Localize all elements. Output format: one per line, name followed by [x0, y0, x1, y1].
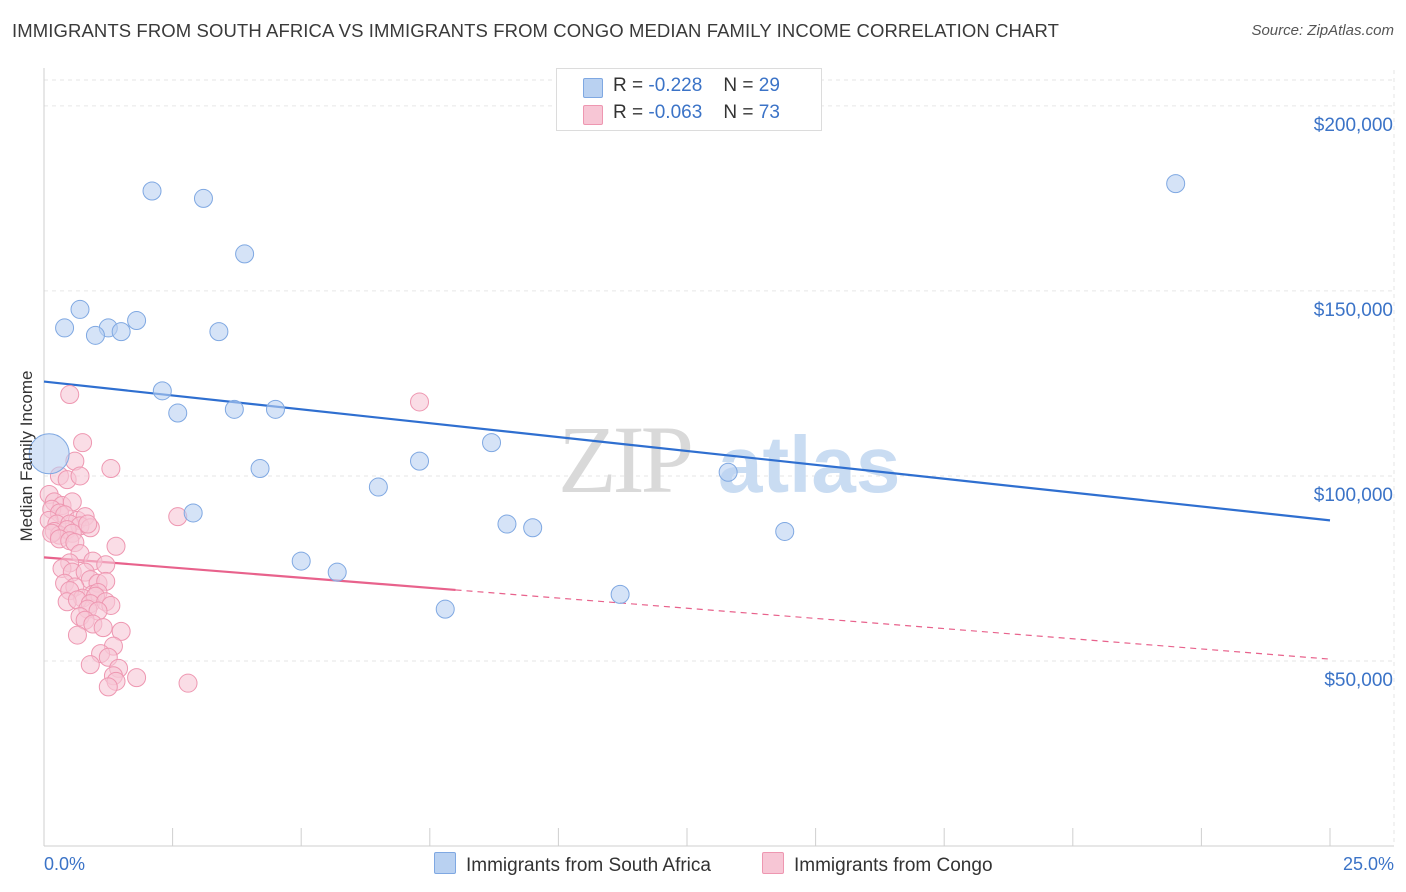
legend-item-south-africa[interactable]: Immigrants from South Africa	[434, 852, 711, 877]
data-point-blue	[85, 325, 105, 345]
data-point-pink	[98, 677, 118, 697]
trend-line-extension-pink	[455, 589, 1331, 660]
legend-label: Immigrants from South Africa	[466, 855, 711, 876]
y-tick-label: $100,000	[1314, 485, 1393, 506]
watermark-zip: ZIP	[558, 406, 691, 513]
data-point-blue	[410, 451, 430, 471]
r-value: -0.228	[648, 75, 703, 96]
data-point-blue	[70, 299, 90, 319]
trend-line-blue	[43, 380, 1331, 522]
r-value: -0.063	[648, 102, 703, 123]
data-point-blue	[265, 399, 285, 419]
data-point-pink	[80, 655, 100, 675]
data-point-blue	[775, 521, 795, 541]
chart-title: IMMIGRANTS FROM SOUTH AFRICA VS IMMIGRAN…	[12, 20, 1059, 41]
data-point-pink	[73, 433, 93, 453]
stats-swatch-pink	[583, 105, 603, 125]
data-point-blue	[368, 477, 388, 497]
data-point-blue	[523, 518, 543, 538]
data-points	[28, 174, 1186, 697]
data-point-blue	[127, 311, 147, 331]
data-point-pink	[60, 385, 80, 405]
legend-swatch-pink	[762, 852, 784, 874]
data-point-pink	[78, 514, 98, 534]
data-point-blue	[291, 551, 311, 571]
data-point-blue	[168, 403, 188, 423]
x-tick-label-max: 25.0%	[1343, 854, 1394, 874]
data-point-pink	[70, 466, 90, 486]
data-point-pink	[127, 668, 147, 688]
data-point-pink	[410, 392, 430, 412]
watermark: ZIP atlas	[558, 406, 900, 513]
data-point-blue	[28, 433, 70, 475]
data-point-pink	[101, 459, 121, 479]
data-point-blue	[235, 244, 255, 264]
data-point-pink	[106, 536, 126, 556]
data-point-blue	[435, 599, 455, 619]
data-point-blue	[193, 188, 213, 208]
data-point-blue	[718, 462, 738, 482]
data-point-blue	[482, 433, 502, 453]
legend-label: Immigrants from Congo	[794, 855, 993, 876]
y-axis-title: Median Family Income	[17, 370, 36, 541]
data-point-pink	[96, 555, 116, 575]
x-tick-label-min: 0.0%	[44, 854, 85, 874]
data-point-pink	[93, 618, 113, 638]
n-value: 29	[758, 75, 780, 96]
y-tick-label: $50,000	[1324, 670, 1393, 691]
y-tick-label: $200,000	[1314, 115, 1393, 136]
data-point-blue	[250, 459, 270, 479]
stats-text: R = -0.228 N = 29	[613, 75, 780, 96]
legend-item-congo[interactable]: Immigrants from Congo	[762, 852, 993, 877]
data-point-pink	[178, 673, 198, 693]
data-point-blue	[327, 562, 347, 582]
data-point-blue	[224, 399, 244, 419]
data-point-blue	[55, 318, 75, 338]
data-point-pink	[67, 625, 87, 645]
data-point-blue	[142, 181, 162, 201]
data-point-blue	[209, 322, 229, 342]
data-point-blue	[610, 584, 630, 604]
data-point-blue	[497, 514, 517, 534]
data-point-blue	[183, 503, 203, 523]
stats-legend-box: R = -0.228 N = 29 R = -0.063 N = 73	[556, 68, 822, 131]
data-point-blue	[1166, 174, 1186, 194]
n-value: 73	[758, 102, 780, 123]
stats-swatch-blue	[583, 78, 603, 98]
axis-labels: Median Family Income 0.0% 25.0% $50,000 $…	[17, 115, 1394, 874]
y-tick-label: $150,000	[1314, 300, 1393, 321]
data-point-blue	[111, 322, 131, 342]
source-label: Source: ZipAtlas.com	[1251, 22, 1394, 39]
data-point-blue	[152, 381, 172, 401]
legend-swatch-blue	[434, 852, 456, 874]
data-point-pink	[111, 621, 131, 641]
stats-text: R = -0.063 N = 73	[613, 102, 780, 123]
